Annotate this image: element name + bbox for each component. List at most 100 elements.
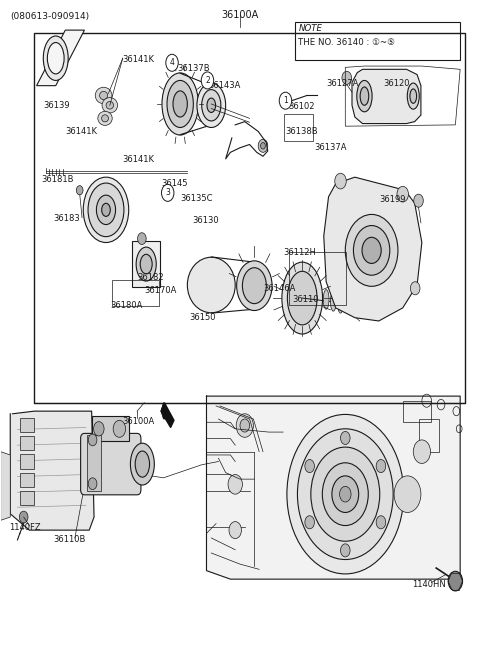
Circle shape (166, 54, 178, 71)
Circle shape (376, 515, 386, 529)
Ellipse shape (162, 73, 198, 135)
Ellipse shape (131, 443, 155, 485)
Circle shape (342, 71, 351, 84)
Ellipse shape (187, 257, 235, 313)
Ellipse shape (106, 102, 114, 109)
Ellipse shape (360, 87, 369, 105)
Circle shape (305, 515, 314, 529)
FancyBboxPatch shape (81, 434, 141, 495)
Circle shape (394, 476, 421, 512)
Circle shape (298, 429, 393, 559)
Polygon shape (36, 30, 84, 86)
Text: 36110: 36110 (293, 295, 319, 304)
Ellipse shape (102, 203, 110, 216)
Circle shape (261, 143, 265, 149)
Text: 1140FZ: 1140FZ (9, 523, 41, 532)
Ellipse shape (357, 81, 372, 112)
Bar (20, 473, 34, 487)
Ellipse shape (282, 262, 323, 334)
Text: 36150: 36150 (190, 312, 216, 322)
Bar (420, 419, 439, 452)
Text: 1140HN: 1140HN (412, 580, 446, 589)
Ellipse shape (96, 195, 116, 225)
Circle shape (376, 460, 386, 473)
Circle shape (94, 422, 104, 436)
Bar (289, 252, 346, 305)
Bar (295, 22, 460, 60)
Text: 36110B: 36110B (53, 535, 86, 544)
Text: 36141K: 36141K (123, 55, 155, 64)
Circle shape (138, 233, 146, 244)
Bar (20, 455, 34, 469)
Circle shape (228, 475, 242, 494)
Bar (20, 491, 34, 505)
Polygon shape (161, 403, 173, 419)
Text: 36102: 36102 (288, 102, 314, 111)
Bar (284, 115, 313, 141)
Ellipse shape (407, 83, 419, 109)
Text: 36139: 36139 (44, 101, 71, 110)
Text: 1: 1 (283, 96, 288, 105)
Circle shape (287, 415, 404, 574)
Text: 36135C: 36135C (180, 195, 213, 203)
Text: 3: 3 (165, 189, 170, 197)
Ellipse shape (43, 36, 68, 81)
Circle shape (340, 544, 350, 557)
Text: 36141K: 36141K (123, 155, 155, 164)
Circle shape (88, 434, 97, 446)
Text: 36100A: 36100A (123, 417, 155, 426)
Text: 36146A: 36146A (263, 284, 295, 293)
Bar (112, 280, 158, 306)
Ellipse shape (207, 98, 216, 113)
Text: 36199: 36199 (379, 195, 405, 204)
Ellipse shape (99, 91, 108, 100)
Ellipse shape (102, 115, 108, 122)
Circle shape (410, 282, 420, 295)
Circle shape (353, 225, 390, 275)
Ellipse shape (102, 98, 118, 113)
Circle shape (229, 521, 241, 538)
Text: 36180A: 36180A (111, 301, 143, 310)
Ellipse shape (197, 83, 226, 128)
Ellipse shape (167, 81, 193, 128)
Circle shape (339, 486, 351, 502)
Bar (92, 417, 129, 441)
Ellipse shape (98, 111, 112, 125)
Circle shape (305, 460, 314, 473)
Circle shape (323, 463, 368, 525)
Circle shape (362, 237, 381, 263)
Text: 36145: 36145 (161, 179, 188, 188)
Circle shape (397, 186, 408, 202)
Circle shape (332, 476, 359, 512)
Circle shape (345, 214, 398, 286)
Polygon shape (10, 411, 94, 530)
Circle shape (279, 92, 292, 109)
Ellipse shape (237, 261, 272, 310)
Ellipse shape (83, 177, 129, 242)
Circle shape (258, 140, 268, 153)
Ellipse shape (48, 43, 64, 74)
Text: 36138B: 36138B (286, 127, 318, 136)
Circle shape (311, 447, 380, 541)
Ellipse shape (379, 300, 388, 316)
Text: (080613-090914): (080613-090914) (10, 12, 89, 21)
Polygon shape (206, 396, 460, 579)
Circle shape (335, 174, 346, 189)
Bar (132, 241, 160, 287)
Bar (87, 436, 101, 491)
Ellipse shape (95, 87, 112, 103)
Circle shape (240, 419, 250, 432)
Circle shape (76, 185, 83, 195)
Ellipse shape (173, 91, 187, 117)
Text: 36183: 36183 (53, 214, 80, 223)
Ellipse shape (88, 183, 124, 236)
Polygon shape (324, 177, 422, 321)
Ellipse shape (136, 247, 156, 281)
Text: 36127A: 36127A (326, 79, 359, 88)
Text: THE NO. 36140 : ①~⑤: THE NO. 36140 : ①~⑤ (299, 38, 395, 47)
Ellipse shape (288, 271, 317, 325)
Text: 2: 2 (205, 76, 210, 85)
Text: 36181B: 36181B (41, 176, 74, 184)
Text: 36120: 36120 (384, 79, 410, 88)
Text: 36137B: 36137B (178, 64, 210, 73)
